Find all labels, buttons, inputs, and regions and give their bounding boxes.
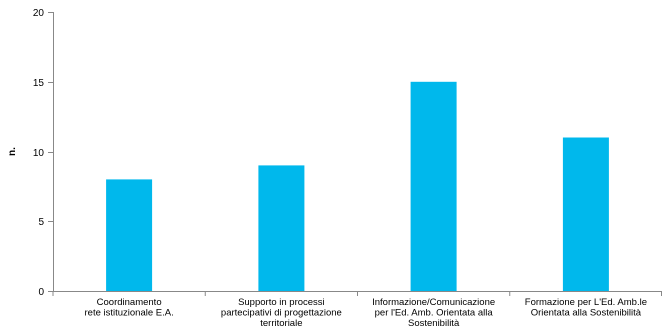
bar-3 — [562, 137, 609, 291]
y-tick-label-4: 20 — [33, 8, 45, 19]
bar-0 — [106, 179, 153, 291]
axes — [52, 12, 662, 296]
x-category-label-3: Formazione per L'Ed. Amb.le Orientata all… — [525, 297, 647, 319]
y-tick-label-3: 15 — [33, 78, 45, 89]
x-category-label-0: Coordinamento rete istituzionale E.A. — [85, 297, 174, 319]
x-category-label-1: Supporto in processi partecipativi di pro… — [221, 297, 342, 329]
y-tick-label-2: 10 — [33, 148, 45, 159]
x-axis-labels: Coordinamento rete istituzionale E.A. Supp… — [85, 297, 647, 329]
y-tick-label-0: 0 — [38, 287, 44, 298]
bar-1 — [258, 165, 305, 291]
y-tick-label-1: 5 — [38, 217, 44, 228]
bar-series — [106, 81, 609, 292]
bar-2 — [410, 81, 457, 292]
y-axis-ticks: 0 5 10 15 20 — [33, 8, 53, 298]
x-category-label-2: Informazione/Comunicazione per l'Ed. Amb.… — [372, 297, 495, 329]
y-axis-title: n. — [7, 147, 18, 156]
